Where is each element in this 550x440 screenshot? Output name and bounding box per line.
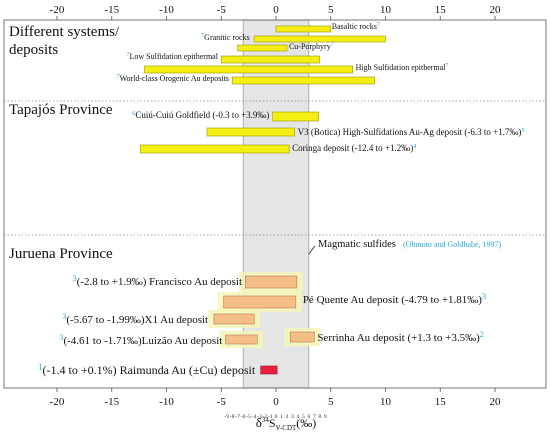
bottom-tick-label: 20 [490,396,502,408]
range-bar [260,365,278,375]
range-bar [206,127,295,137]
minor-tick-label: 5 [302,414,305,420]
bar-label: 7Granitic rocks [201,33,250,42]
bottom-tick-label: -10 [159,396,174,408]
top-tick-label: -5 [217,4,227,16]
bottom-tick-label: -20 [50,396,65,408]
range-bar [245,275,298,289]
plot-frame [3,19,547,389]
top-tick-label: 15 [435,4,447,16]
minor-tick-label: 1 [280,414,283,420]
bar-label: 7World-class Orogenic Au deposits [117,74,229,83]
bottom-tick-label: -5 [217,396,227,408]
minor-tick-label: -3 [257,414,262,420]
minor-tick-label: 3 [291,414,294,420]
bar-label: Serrinha Au deposit (+1.3 to +3.5‰)2 [317,330,484,344]
bottom-tick-label: 5 [328,396,334,408]
range-bar [237,44,288,52]
bar-label: High Sulfidation epithermal7 [356,63,449,72]
bar-label: Pé Quente Au deposit (-4.79 to +1.81‰)3 [303,292,486,306]
section-title: Juruena Province [9,246,113,262]
bar-label: Coringa deposit (-12.4 to +1.2‰)4 [292,143,417,153]
bar-label: 3(-5.67 to -1.99‰)X1 Au deposit [62,312,208,326]
bar-label: 3(-4.61 to -1.71‰)Luizão Au deposit [59,333,222,347]
range-bar [225,334,258,345]
magmatic-label: Magmatic sulfides [318,239,396,250]
bar-label: 6Cuiú-Cuiú Goldfield (-0.3 to +3.9‰) [132,110,269,120]
minor-tick-label: -8 [230,414,235,420]
bar-label: Basaltic rocks7 [332,22,380,31]
bar-label: 7Low Sulfidation epithermal [127,52,219,61]
bottom-tick-label: 10 [380,396,392,408]
top-tick-label: -10 [159,4,174,16]
minor-tick-label: 8 [318,414,321,420]
bar-label: V3 (Botica) High-Sulfidations Au-Ag depo… [298,127,526,137]
range-bar [139,144,290,154]
bottom-tick-label: 15 [435,396,447,408]
minor-tick-label: -9 [224,414,229,420]
minor-tick-label: -7 [235,414,240,420]
range-bar [223,295,297,309]
minor-tick-label: -1 [268,414,273,420]
range-bar [231,76,375,85]
minor-tick-label: 0 [275,414,278,420]
magmatic-reference: (Ohmoto and Goldhabe, 1997) [403,240,502,249]
minor-tick-label: -2 [263,414,268,420]
bottom-tick-label: -15 [104,396,119,408]
range-bar [144,65,353,74]
minor-tick-label: 4 [297,414,300,420]
section-title: Different systems/ [9,24,120,40]
range-bar [289,331,315,343]
bar-label: 3(-2.8 to +1.9‰) Francisco Au deposit [73,274,243,288]
range-bar [275,25,332,33]
range-bar [272,111,320,122]
range-bar [220,55,321,64]
minor-tick-label: 6 [307,414,310,420]
range-bar [253,35,386,43]
minor-tick-label: 7 [313,414,316,420]
minor-tick-label: -5 [246,414,251,420]
minor-tick-label: -6 [241,414,246,420]
top-tick-label: -20 [50,4,65,16]
x-axis-label: δ34SV-CDT(‰) [256,415,317,432]
bar-label: 1(-1.4 to +0.1%) Raimunda Au (±Cu) depos… [38,362,256,377]
section-title: Tapajós Province [9,102,113,118]
top-tick-label: 10 [380,4,392,16]
top-tick-label: 0 [273,4,279,16]
bottom-tick-label: 0 [273,396,279,408]
range-bar [213,313,255,325]
minor-tick-label: 9 [324,414,327,420]
minor-tick-label: -4 [252,414,257,420]
section-title: deposits [9,42,58,58]
top-tick-label: 20 [490,4,502,16]
minor-tick-label: 2 [286,414,289,420]
magmatic-leader-line [308,245,316,255]
top-tick-label: -15 [104,4,119,16]
bar-label: Cu-Porphyry7 [289,42,334,51]
top-tick-label: 5 [328,4,334,16]
